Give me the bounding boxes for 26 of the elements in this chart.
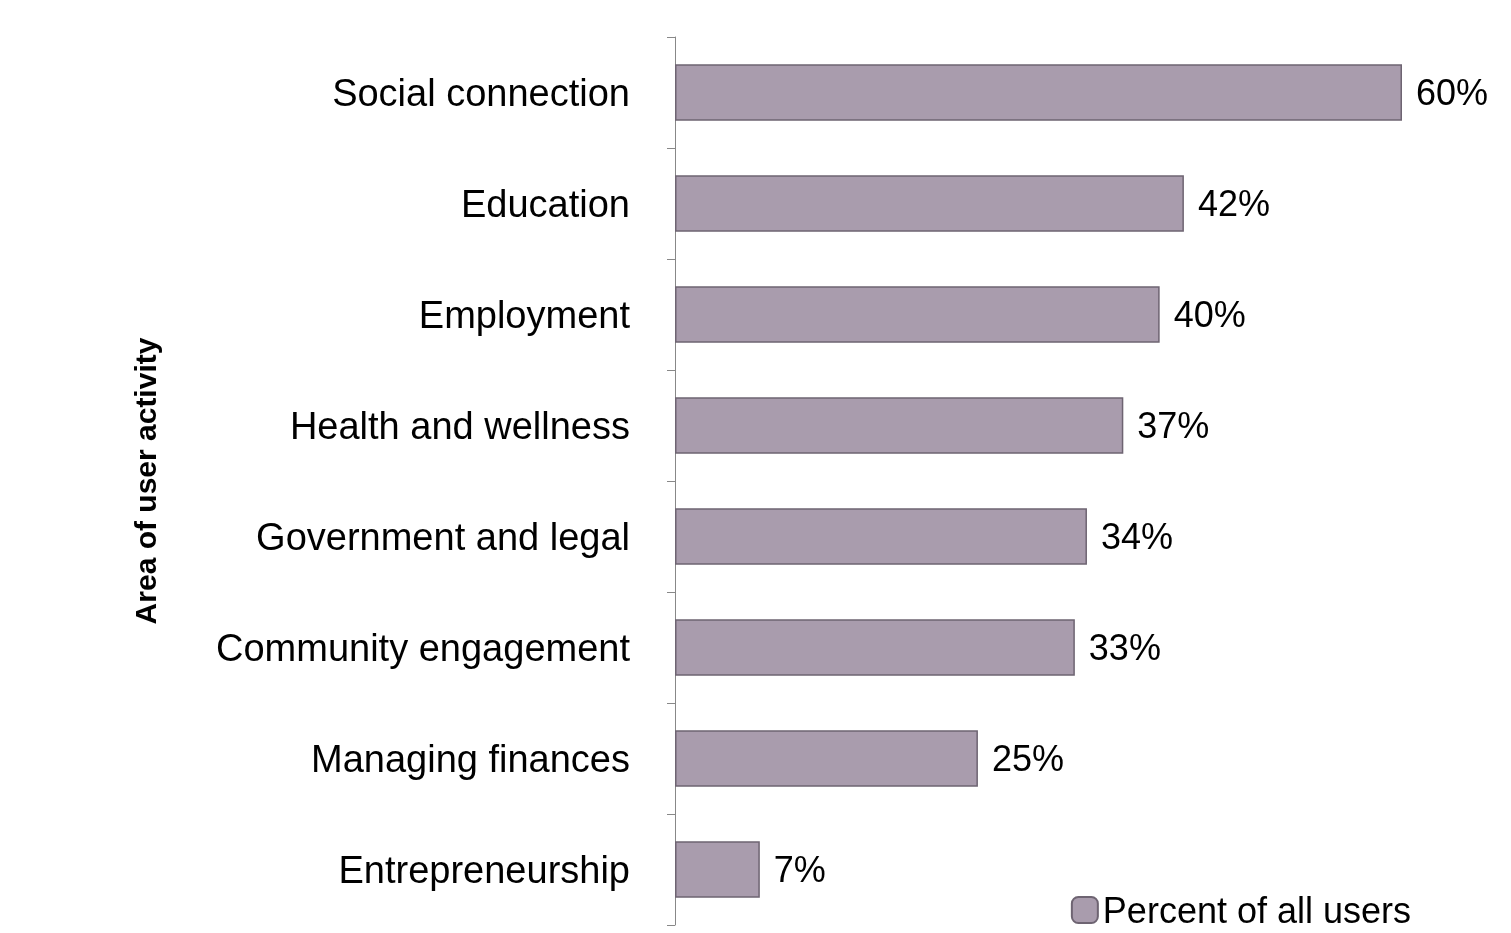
bar: [675, 286, 1160, 343]
y-tick-label: Employment: [418, 293, 631, 336]
legend-label: Percent of all users: [1102, 889, 1412, 931]
y-tick-label: Entrepreneurship: [338, 848, 630, 891]
bar: [675, 397, 1124, 454]
bar: [675, 730, 978, 787]
data-label: 40%: [1173, 294, 1246, 335]
y-tick-label: Social connection: [332, 71, 630, 114]
y-tick-label: Managing finances: [311, 737, 630, 780]
data-label: 7%: [773, 849, 826, 890]
data-label: 42%: [1197, 183, 1270, 224]
y-tick-label: Community engagement: [216, 626, 631, 669]
data-label: 60%: [1416, 72, 1489, 113]
data-label: 34%: [1100, 516, 1174, 557]
y-tick-label: Health and wellness: [289, 404, 630, 447]
bar: [675, 64, 1402, 121]
data-label: 33%: [1088, 627, 1161, 668]
bar: [675, 508, 1087, 565]
y-tick-label: Education: [460, 182, 630, 225]
data-label: 25%: [991, 738, 1064, 779]
y-axis-title: Area of user activity: [128, 337, 162, 625]
bar: [675, 619, 1075, 676]
bar: [675, 841, 760, 898]
y-tick-label: Government and legal: [256, 515, 630, 558]
bar: [675, 175, 1184, 232]
data-label: 37%: [1137, 405, 1210, 446]
